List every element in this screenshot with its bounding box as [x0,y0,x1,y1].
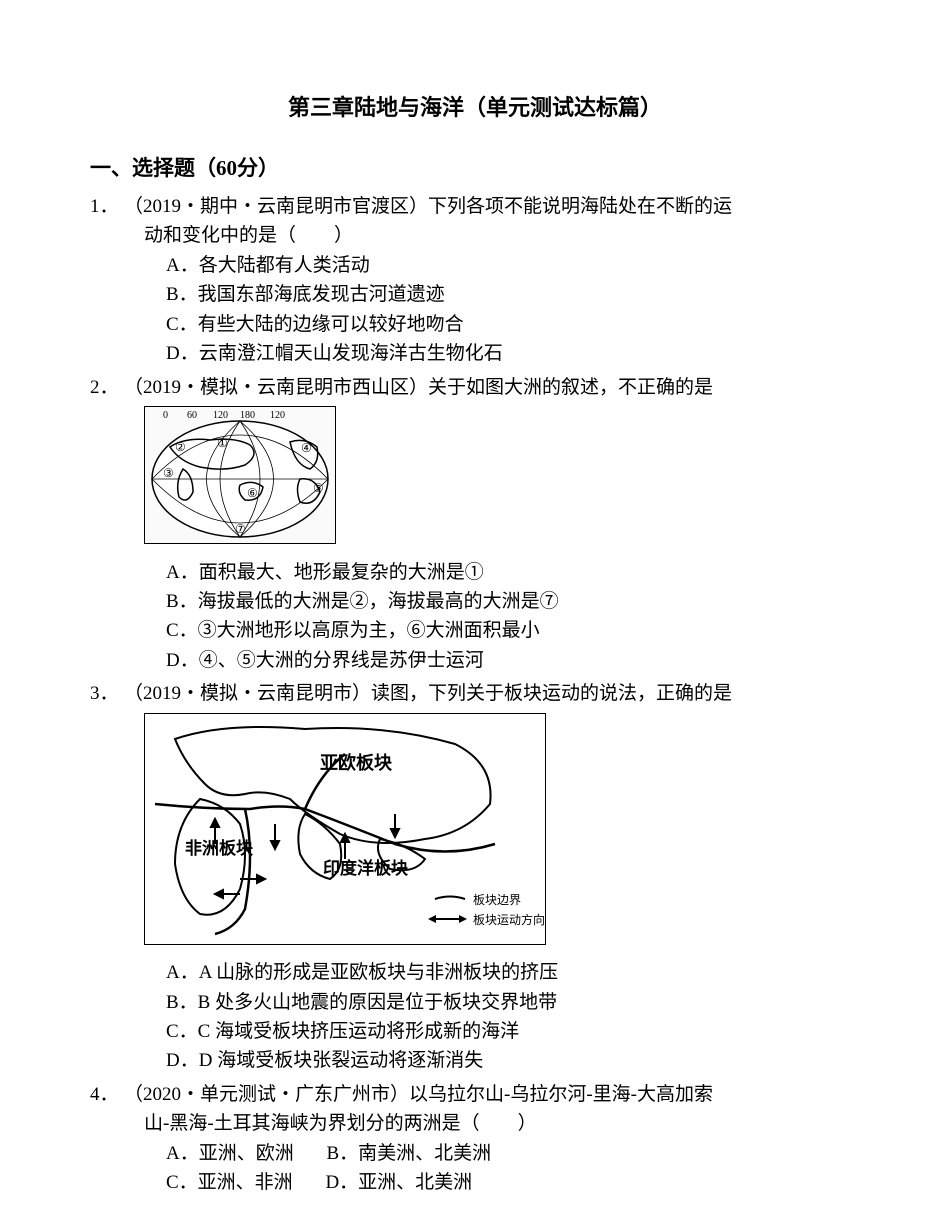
q1-option-d: D．云南澄江帽天山发现海洋古生物化石 [166,339,860,368]
q1-option-b: B．我国东部海底发现古河道遗迹 [166,280,860,309]
q3-figure: 亚欧板块 非洲板块 印度洋板块 板块边界 板块运动方向 [144,713,546,945]
svg-text:③: ③ [163,466,174,480]
question-3: 3． （2019・模拟・云南昆明市）读图，下列关于板块运动的说法，正确的是 [90,679,860,1076]
svg-text:120: 120 [270,410,285,421]
q2-option-b: B．海拔最低的大洲是②，海拔最高的大洲是⑦ [166,587,860,616]
svg-text:④: ④ [301,441,312,455]
svg-text:60: 60 [187,410,197,421]
q1-stem-line2: 动和变化中的是（ ） [90,221,860,250]
q4-option-b: B．南美洲、北美洲 [326,1139,491,1168]
section-heading: 一、选择题（60分） [90,152,860,182]
q3-option-a: A．A 山脉的形成是亚欧板块与非洲板块的挤压 [166,958,860,987]
question-2: 2． （2019・模拟・云南昆明市西山区）关于如图大洲的叙述，不正确的是 0 6… [90,373,860,676]
svg-text:180: 180 [240,410,255,421]
svg-text:⑦: ⑦ [235,522,246,536]
svg-text:120: 120 [213,410,228,421]
svg-text:0: 0 [163,410,168,421]
svg-text:板块边界: 板块边界 [473,893,521,907]
q2-stem: （2019・模拟・云南昆明市西山区）关于如图大洲的叙述，不正确的是 [124,373,860,402]
q3-option-c: C．C 海域受板块挤压运动将形成新的海洋 [166,1017,860,1046]
svg-text:印度洋板块: 印度洋板块 [323,858,409,878]
q3-option-d: D．D 海域受板块张裂运动将逐渐消失 [166,1046,860,1075]
svg-text:非洲板块: 非洲板块 [185,838,254,858]
q2-option-a: A．面积最大、地形最复杂的大洲是① [166,558,860,587]
svg-text:⑥: ⑥ [247,486,258,500]
svg-text:⑤: ⑤ [313,481,324,495]
question-4: 4． （2020・单元测试・广东广州市）以乌拉尔山-乌拉尔河-里海-大高加索 山… [90,1080,860,1198]
question-1: 1． （2019・期中・云南昆明市官渡区）下列各项不能说明海陆处在不断的运 动和… [90,192,860,369]
svg-text:②: ② [175,440,186,454]
q1-stem-line1: （2019・期中・云南昆明市官渡区）下列各项不能说明海陆处在不断的运 [124,192,860,221]
q4-number: 4． [90,1080,124,1109]
svg-text:①: ① [217,436,228,450]
q3-option-b: B．B 处多火山地震的原因是位于板块交界地带 [166,988,860,1017]
q4-option-a: A．亚洲、欧洲 [166,1139,294,1168]
q3-stem: （2019・模拟・云南昆明市）读图，下列关于板块运动的说法，正确的是 [124,679,860,708]
q1-number: 1． [90,192,124,221]
q4-stem-line1: （2020・单元测试・广东广州市）以乌拉尔山-乌拉尔河-里海-大高加索 [124,1080,860,1109]
q4-option-d: D．亚洲、北美洲 [325,1168,472,1197]
q4-stem-line2: 山-黑海-土耳其海峡为界划分的两洲是（ ） [90,1109,860,1138]
q3-number: 3． [90,679,124,708]
q2-figure: 0 60 120 180 120 ① ② ③ ④ ⑤ ⑥ ⑦ [144,406,336,544]
svg-text:板块运动方向: 板块运动方向 [473,912,545,927]
q1-option-c: C．有些大陆的边缘可以较好地吻合 [166,310,860,339]
svg-text:亚欧板块: 亚欧板块 [320,752,393,773]
q1-option-a: A．各大陆都有人类活动 [166,251,860,280]
page-title: 第三章陆地与海洋（单元测试达标篇） [90,90,860,122]
q2-option-c: C．③大洲地形以高原为主，⑥大洲面积最小 [166,616,860,645]
q2-number: 2． [90,373,124,402]
q2-option-d: D．④、⑤大洲的分界线是苏伊士运河 [166,646,860,675]
q4-option-c: C．亚洲、非洲 [166,1168,293,1197]
